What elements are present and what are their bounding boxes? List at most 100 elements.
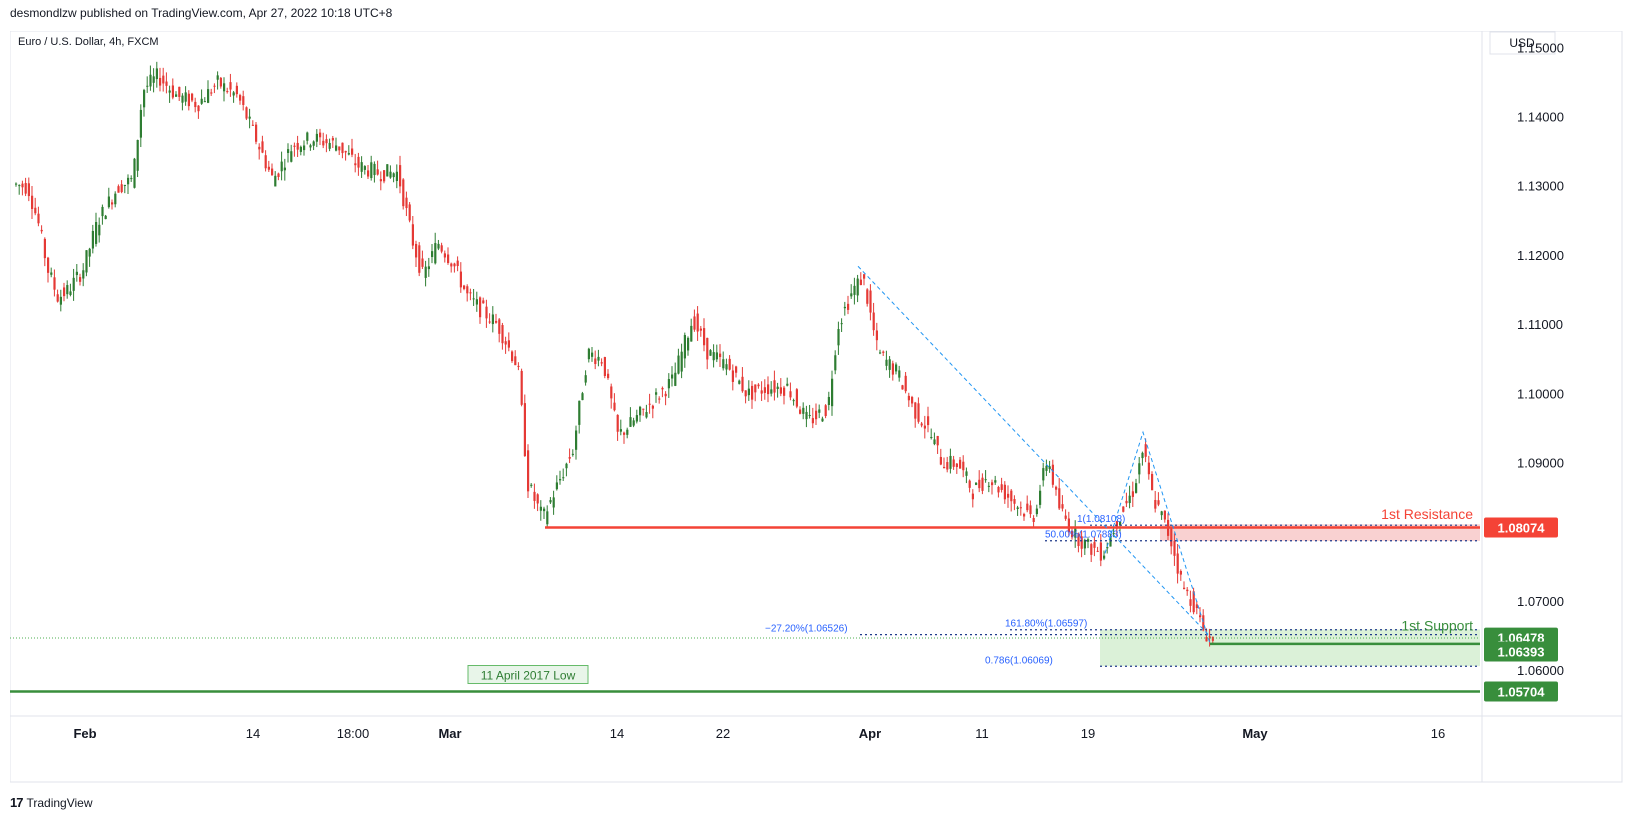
- candle-body: [1160, 511, 1163, 516]
- candle-body: [171, 85, 174, 98]
- candle-body: [571, 453, 574, 455]
- resistance-price-label-bg: [1484, 517, 1558, 538]
- candle-body: [363, 166, 366, 170]
- candle-body: [546, 511, 549, 525]
- candle-body: [370, 162, 373, 179]
- candle-body: [1202, 615, 1205, 631]
- candle-body: [619, 429, 622, 432]
- candle-body: [1087, 539, 1090, 542]
- candle-body: [722, 359, 725, 369]
- candle-body: [933, 439, 936, 445]
- candle-body: [843, 306, 846, 309]
- candle-body: [706, 337, 709, 360]
- candle-body: [191, 93, 194, 101]
- candle-body: [357, 156, 360, 168]
- candle-body: [952, 459, 955, 467]
- candle-body: [239, 95, 242, 101]
- candle-body: [875, 330, 878, 341]
- candle-body: [824, 405, 827, 417]
- candle-body: [463, 285, 466, 289]
- candle-body: [168, 90, 171, 93]
- candle-body: [783, 387, 786, 396]
- candle-body: [626, 429, 629, 435]
- april-low-price-label-bg: [1484, 681, 1558, 702]
- candle-body: [149, 74, 152, 87]
- y-tick-label: 1.15000: [1517, 40, 1564, 55]
- candle-body: [818, 409, 821, 413]
- candle-body: [127, 177, 130, 185]
- candle-body: [162, 75, 165, 84]
- candle-body: [853, 285, 856, 295]
- candle-body: [411, 224, 414, 246]
- tradingview-logo-icon: 17: [10, 795, 24, 810]
- candle-body: [1023, 513, 1026, 517]
- x-tick-label: 11: [975, 726, 989, 741]
- candle-body: [1007, 493, 1010, 498]
- candle-body: [498, 319, 501, 334]
- candle-body: [1189, 599, 1192, 606]
- candle-body: [165, 81, 168, 86]
- candle-body: [895, 364, 898, 372]
- candle-body: [821, 418, 824, 422]
- candle-body: [431, 251, 434, 257]
- candle-body: [427, 266, 430, 270]
- candle-body: [754, 384, 757, 393]
- candle-body: [597, 356, 600, 361]
- candle-body: [373, 163, 376, 176]
- candle-body: [981, 477, 984, 491]
- candle-body: [159, 77, 162, 86]
- candle-body: [1109, 536, 1112, 547]
- candle-body: [1083, 539, 1086, 549]
- x-tick-label: Feb: [73, 726, 96, 741]
- candle-body: [907, 395, 910, 401]
- candle-body: [968, 480, 971, 488]
- candle-body: [728, 358, 731, 370]
- candle-body: [59, 296, 62, 305]
- resistance-price-label: 1.08074: [1498, 521, 1546, 536]
- candle-body: [923, 425, 926, 429]
- candle-body: [1131, 491, 1134, 497]
- candle-body: [181, 95, 184, 103]
- candle-body: [178, 86, 181, 97]
- fib-label: 50.00%(1.07883): [1045, 530, 1122, 541]
- candle-body: [971, 493, 974, 500]
- candle-body: [434, 243, 437, 264]
- candle-body: [223, 83, 226, 92]
- y-tick-label: 1.11000: [1517, 317, 1563, 332]
- candle-body: [251, 124, 254, 126]
- candle-body: [1026, 503, 1029, 511]
- candle-body: [629, 417, 632, 427]
- candle-body: [808, 414, 811, 416]
- candle-body: [674, 372, 677, 386]
- candle-body: [1051, 464, 1054, 485]
- candle-body: [811, 418, 814, 424]
- candle-body: [418, 245, 421, 273]
- candle-body: [264, 155, 267, 169]
- candle-body: [453, 263, 456, 267]
- candle-body: [107, 196, 110, 208]
- candle-body: [587, 348, 590, 360]
- candle-body: [904, 375, 907, 392]
- candle-body: [763, 387, 766, 393]
- chart-frame[interactable]: Euro / U.S. Dollar, 4h, FXCM USD 1.15000 1.…: [10, 31, 1623, 783]
- candle-body: [1103, 555, 1106, 559]
- candle-body: [655, 392, 658, 395]
- candle-body: [338, 146, 341, 151]
- candle-body: [354, 163, 357, 166]
- candle-body: [1090, 544, 1093, 555]
- candle-body: [568, 457, 571, 459]
- candle-body: [379, 179, 382, 182]
- y-tick-label: 1.12000: [1517, 248, 1564, 263]
- x-tick-label: 16: [1431, 726, 1445, 741]
- candle-body: [1151, 474, 1154, 491]
- candle-body: [1179, 571, 1182, 575]
- candle-body: [143, 90, 146, 108]
- candle-body: [773, 380, 776, 393]
- candle-body: [290, 151, 293, 162]
- candle-body: [757, 384, 760, 387]
- candle-body: [495, 320, 498, 323]
- candle-body: [421, 258, 424, 267]
- candle-body: [306, 132, 309, 141]
- support-zone: [1100, 629, 1480, 667]
